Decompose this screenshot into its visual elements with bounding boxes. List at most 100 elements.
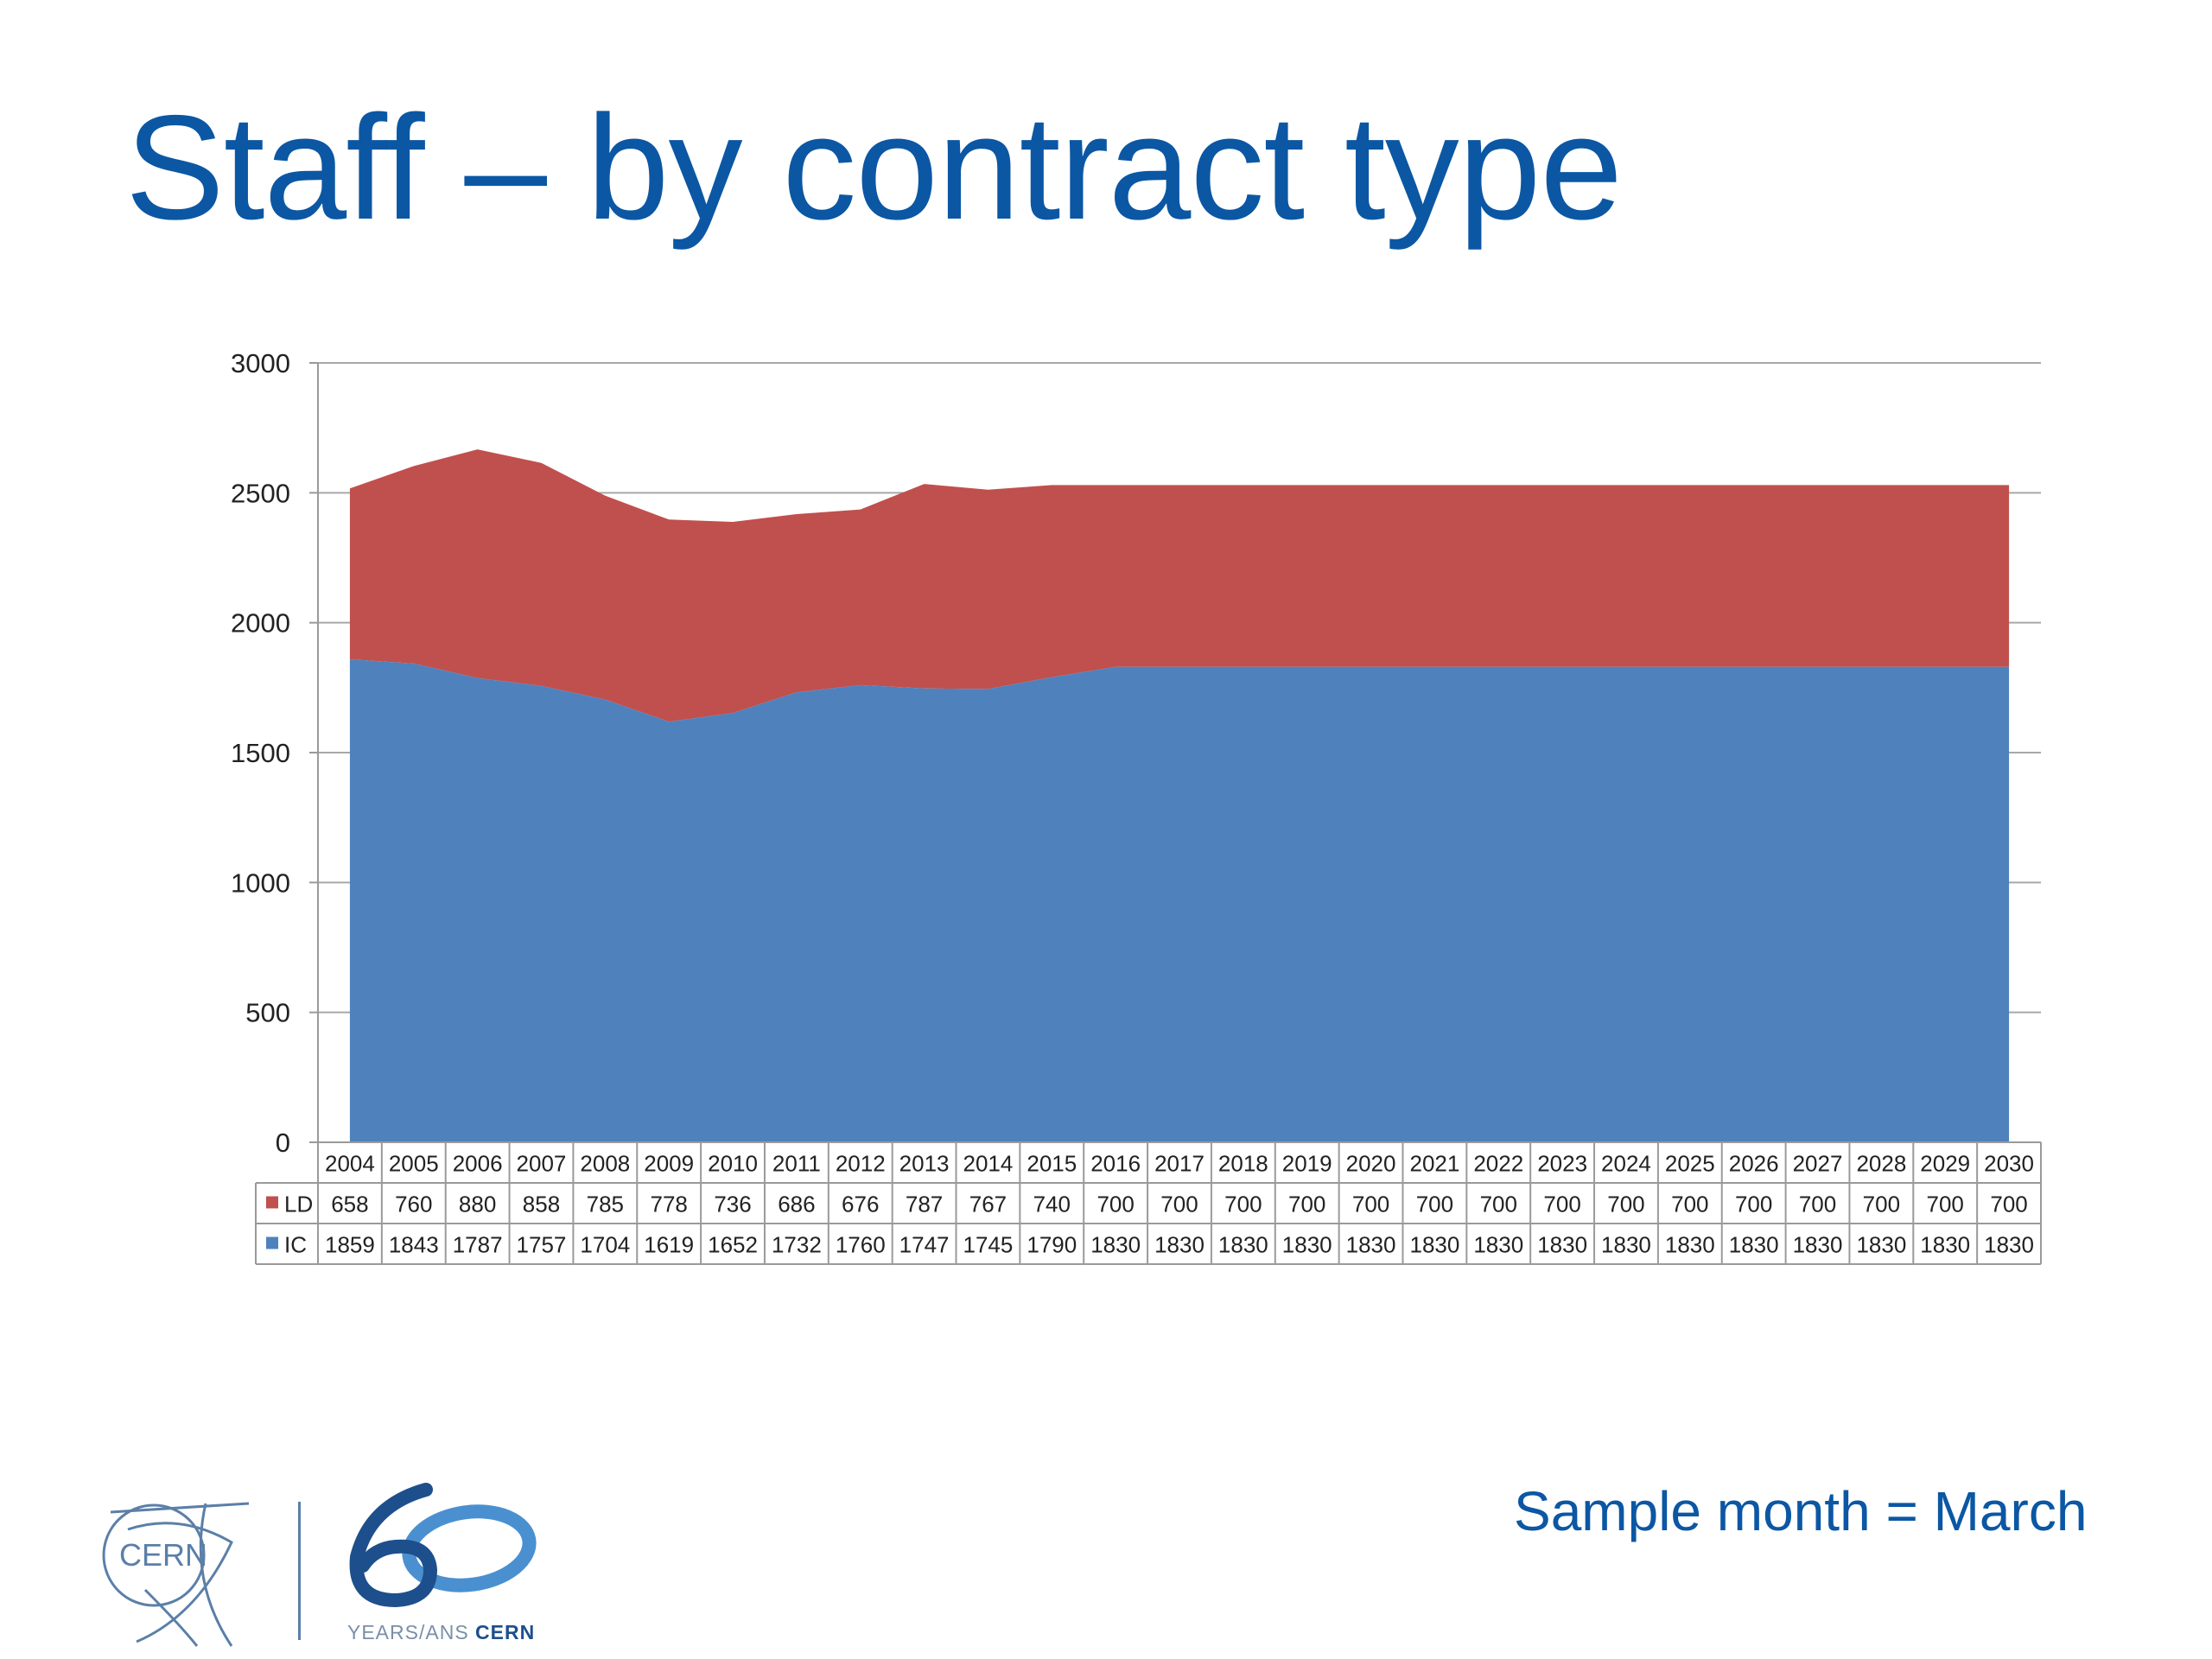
data-label-ld-2009: 778 bbox=[650, 1192, 687, 1217]
data-label-ic-2025: 1830 bbox=[1665, 1232, 1715, 1258]
stacked-area-chart: 0 500 1000 1500 2000 2500 3000 2004 2005 2006 2007… bbox=[231, 348, 2042, 1265]
sample-month-note: Sample month = March bbox=[1514, 1480, 2088, 1542]
xtick-label-2005: 2005 bbox=[389, 1151, 439, 1177]
xtick-label-2007: 2007 bbox=[517, 1151, 567, 1177]
data-label-ld-2004: 658 bbox=[331, 1192, 368, 1217]
data-label-ld-2012: 676 bbox=[842, 1192, 879, 1217]
xtick-label-2021: 2021 bbox=[1409, 1151, 1459, 1177]
xtick-label-2018: 2018 bbox=[1218, 1151, 1268, 1177]
anniversary-caption: YEARS/ANS CERN bbox=[347, 1621, 535, 1644]
page-title: Staff – by contract type bbox=[125, 85, 1623, 251]
data-label-ld-2019: 700 bbox=[1288, 1192, 1325, 1217]
data-label-ic-2024: 1830 bbox=[1601, 1232, 1651, 1258]
legend-label-ld: LD bbox=[284, 1192, 313, 1217]
data-label-ic-2017: 1830 bbox=[1154, 1232, 1205, 1258]
data-label-ld-2005: 760 bbox=[395, 1192, 432, 1217]
data-label-ld-2020: 700 bbox=[1352, 1192, 1389, 1217]
ytick-label-1500: 1500 bbox=[231, 738, 290, 768]
xtick-label-2027: 2027 bbox=[1793, 1151, 1843, 1177]
data-label-ic-2015: 1790 bbox=[1027, 1232, 1077, 1258]
legend-label-ic: IC bbox=[284, 1232, 307, 1258]
xtick-label-2022: 2022 bbox=[1473, 1151, 1523, 1177]
anniversary-logo: 60 bbox=[344, 1479, 537, 1608]
xtick-label-2030: 2030 bbox=[1984, 1151, 2034, 1177]
data-label-ic-2014: 1745 bbox=[963, 1232, 1014, 1258]
logo-divider bbox=[298, 1502, 301, 1640]
data-label-ld-2028: 700 bbox=[1863, 1192, 1900, 1217]
data-label-ld-2008: 785 bbox=[587, 1192, 624, 1217]
data-label-ld-2011: 686 bbox=[778, 1192, 815, 1217]
data-label-ld-2021: 700 bbox=[1416, 1192, 1453, 1217]
xtick-label-2016: 2016 bbox=[1090, 1151, 1141, 1177]
anniversary-years: YEARS/ANS bbox=[347, 1621, 469, 1643]
data-label-ic-2028: 1830 bbox=[1856, 1232, 1906, 1258]
data-label-ic-2027: 1830 bbox=[1793, 1232, 1843, 1258]
xtick-label-2015: 2015 bbox=[1027, 1151, 1077, 1177]
data-label-ld-2013: 787 bbox=[906, 1192, 943, 1217]
data-label-ld-2029: 700 bbox=[1927, 1192, 1964, 1217]
data-label-ic-2023: 1830 bbox=[1537, 1232, 1587, 1258]
ytick-label-3000: 3000 bbox=[231, 348, 290, 378]
data-label-ld-2022: 700 bbox=[1480, 1192, 1517, 1217]
ytick-label-1000: 1000 bbox=[231, 868, 290, 898]
data-label-ld-2030: 700 bbox=[1990, 1192, 2027, 1217]
xtick-label-2026: 2026 bbox=[1729, 1151, 1779, 1177]
data-label-ic-2013: 1747 bbox=[899, 1232, 950, 1258]
xtick-label-2011: 2011 bbox=[772, 1151, 821, 1177]
data-label-ic-2016: 1830 bbox=[1090, 1232, 1141, 1258]
data-label-ic-2029: 1830 bbox=[1920, 1232, 1970, 1258]
xtick-label-2029: 2029 bbox=[1920, 1151, 1970, 1177]
cern-logo-text: CERN bbox=[119, 1537, 207, 1573]
xtick-label-2017: 2017 bbox=[1154, 1151, 1205, 1177]
data-label-ic-2004: 1859 bbox=[325, 1232, 375, 1258]
xtick-label-2008: 2008 bbox=[580, 1151, 630, 1177]
data-label-ic-2026: 1830 bbox=[1729, 1232, 1779, 1258]
data-label-ic-2010: 1652 bbox=[708, 1232, 758, 1258]
area-series-ld bbox=[349, 449, 2010, 722]
data-label-ic-2018: 1830 bbox=[1218, 1232, 1268, 1258]
data-label-ic-2005: 1843 bbox=[389, 1232, 439, 1258]
data-label-ld-2016: 700 bbox=[1096, 1192, 1134, 1217]
xtick-label-2006: 2006 bbox=[453, 1151, 503, 1177]
data-label-ld-2027: 700 bbox=[1799, 1192, 1836, 1217]
data-label-ic-2008: 1704 bbox=[580, 1232, 630, 1258]
data-label-ic-2022: 1830 bbox=[1473, 1232, 1523, 1258]
data-label-ld-2018: 700 bbox=[1224, 1192, 1262, 1217]
xtick-label-2004: 2004 bbox=[325, 1151, 375, 1177]
data-label-ic-2019: 1830 bbox=[1282, 1232, 1332, 1258]
data-label-ic-2020: 1830 bbox=[1346, 1232, 1396, 1258]
ytick-label-0: 0 bbox=[276, 1128, 290, 1158]
legend-swatch-ic bbox=[266, 1236, 278, 1249]
data-label-ld-2026: 700 bbox=[1735, 1192, 1772, 1217]
data-label-ld-2023: 700 bbox=[1543, 1192, 1580, 1217]
xtick-label-2012: 2012 bbox=[836, 1151, 886, 1177]
data-label-ld-2014: 767 bbox=[969, 1192, 1007, 1217]
data-label-ic-2021: 1830 bbox=[1409, 1232, 1459, 1258]
xtick-label-2020: 2020 bbox=[1346, 1151, 1396, 1177]
xtick-label-2028: 2028 bbox=[1856, 1151, 1906, 1177]
xtick-label-2023: 2023 bbox=[1537, 1151, 1587, 1177]
cern-logo: CERN bbox=[102, 1502, 250, 1647]
anniversary-number: 60 bbox=[344, 1479, 346, 1480]
xtick-label-2013: 2013 bbox=[899, 1151, 950, 1177]
data-label-ld-2025: 700 bbox=[1671, 1192, 1708, 1217]
data-label-ld-2015: 740 bbox=[1033, 1192, 1071, 1217]
data-label-ic-2009: 1619 bbox=[644, 1232, 694, 1258]
ytick-label-500: 500 bbox=[245, 998, 290, 1028]
data-label-ic-2012: 1760 bbox=[836, 1232, 886, 1258]
data-label-ld-2017: 700 bbox=[1160, 1192, 1198, 1217]
data-label-ic-2007: 1757 bbox=[517, 1232, 567, 1258]
legend-swatch-ld bbox=[266, 1196, 278, 1209]
xtick-label-2009: 2009 bbox=[644, 1151, 694, 1177]
xtick-label-2025: 2025 bbox=[1665, 1151, 1715, 1177]
data-label-ld-2010: 736 bbox=[714, 1192, 751, 1217]
xtick-label-2019: 2019 bbox=[1282, 1151, 1332, 1177]
ytick-label-2000: 2000 bbox=[231, 608, 290, 639]
ytick-label-2500: 2500 bbox=[231, 478, 290, 508]
anniversary-org: CERN bbox=[475, 1621, 536, 1643]
data-label-ic-2006: 1787 bbox=[453, 1232, 503, 1258]
data-label-ld-2007: 858 bbox=[523, 1192, 560, 1217]
xtick-label-2010: 2010 bbox=[708, 1151, 758, 1177]
data-label-ld-2006: 880 bbox=[459, 1192, 496, 1217]
data-label-ic-2030: 1830 bbox=[1984, 1232, 2034, 1258]
